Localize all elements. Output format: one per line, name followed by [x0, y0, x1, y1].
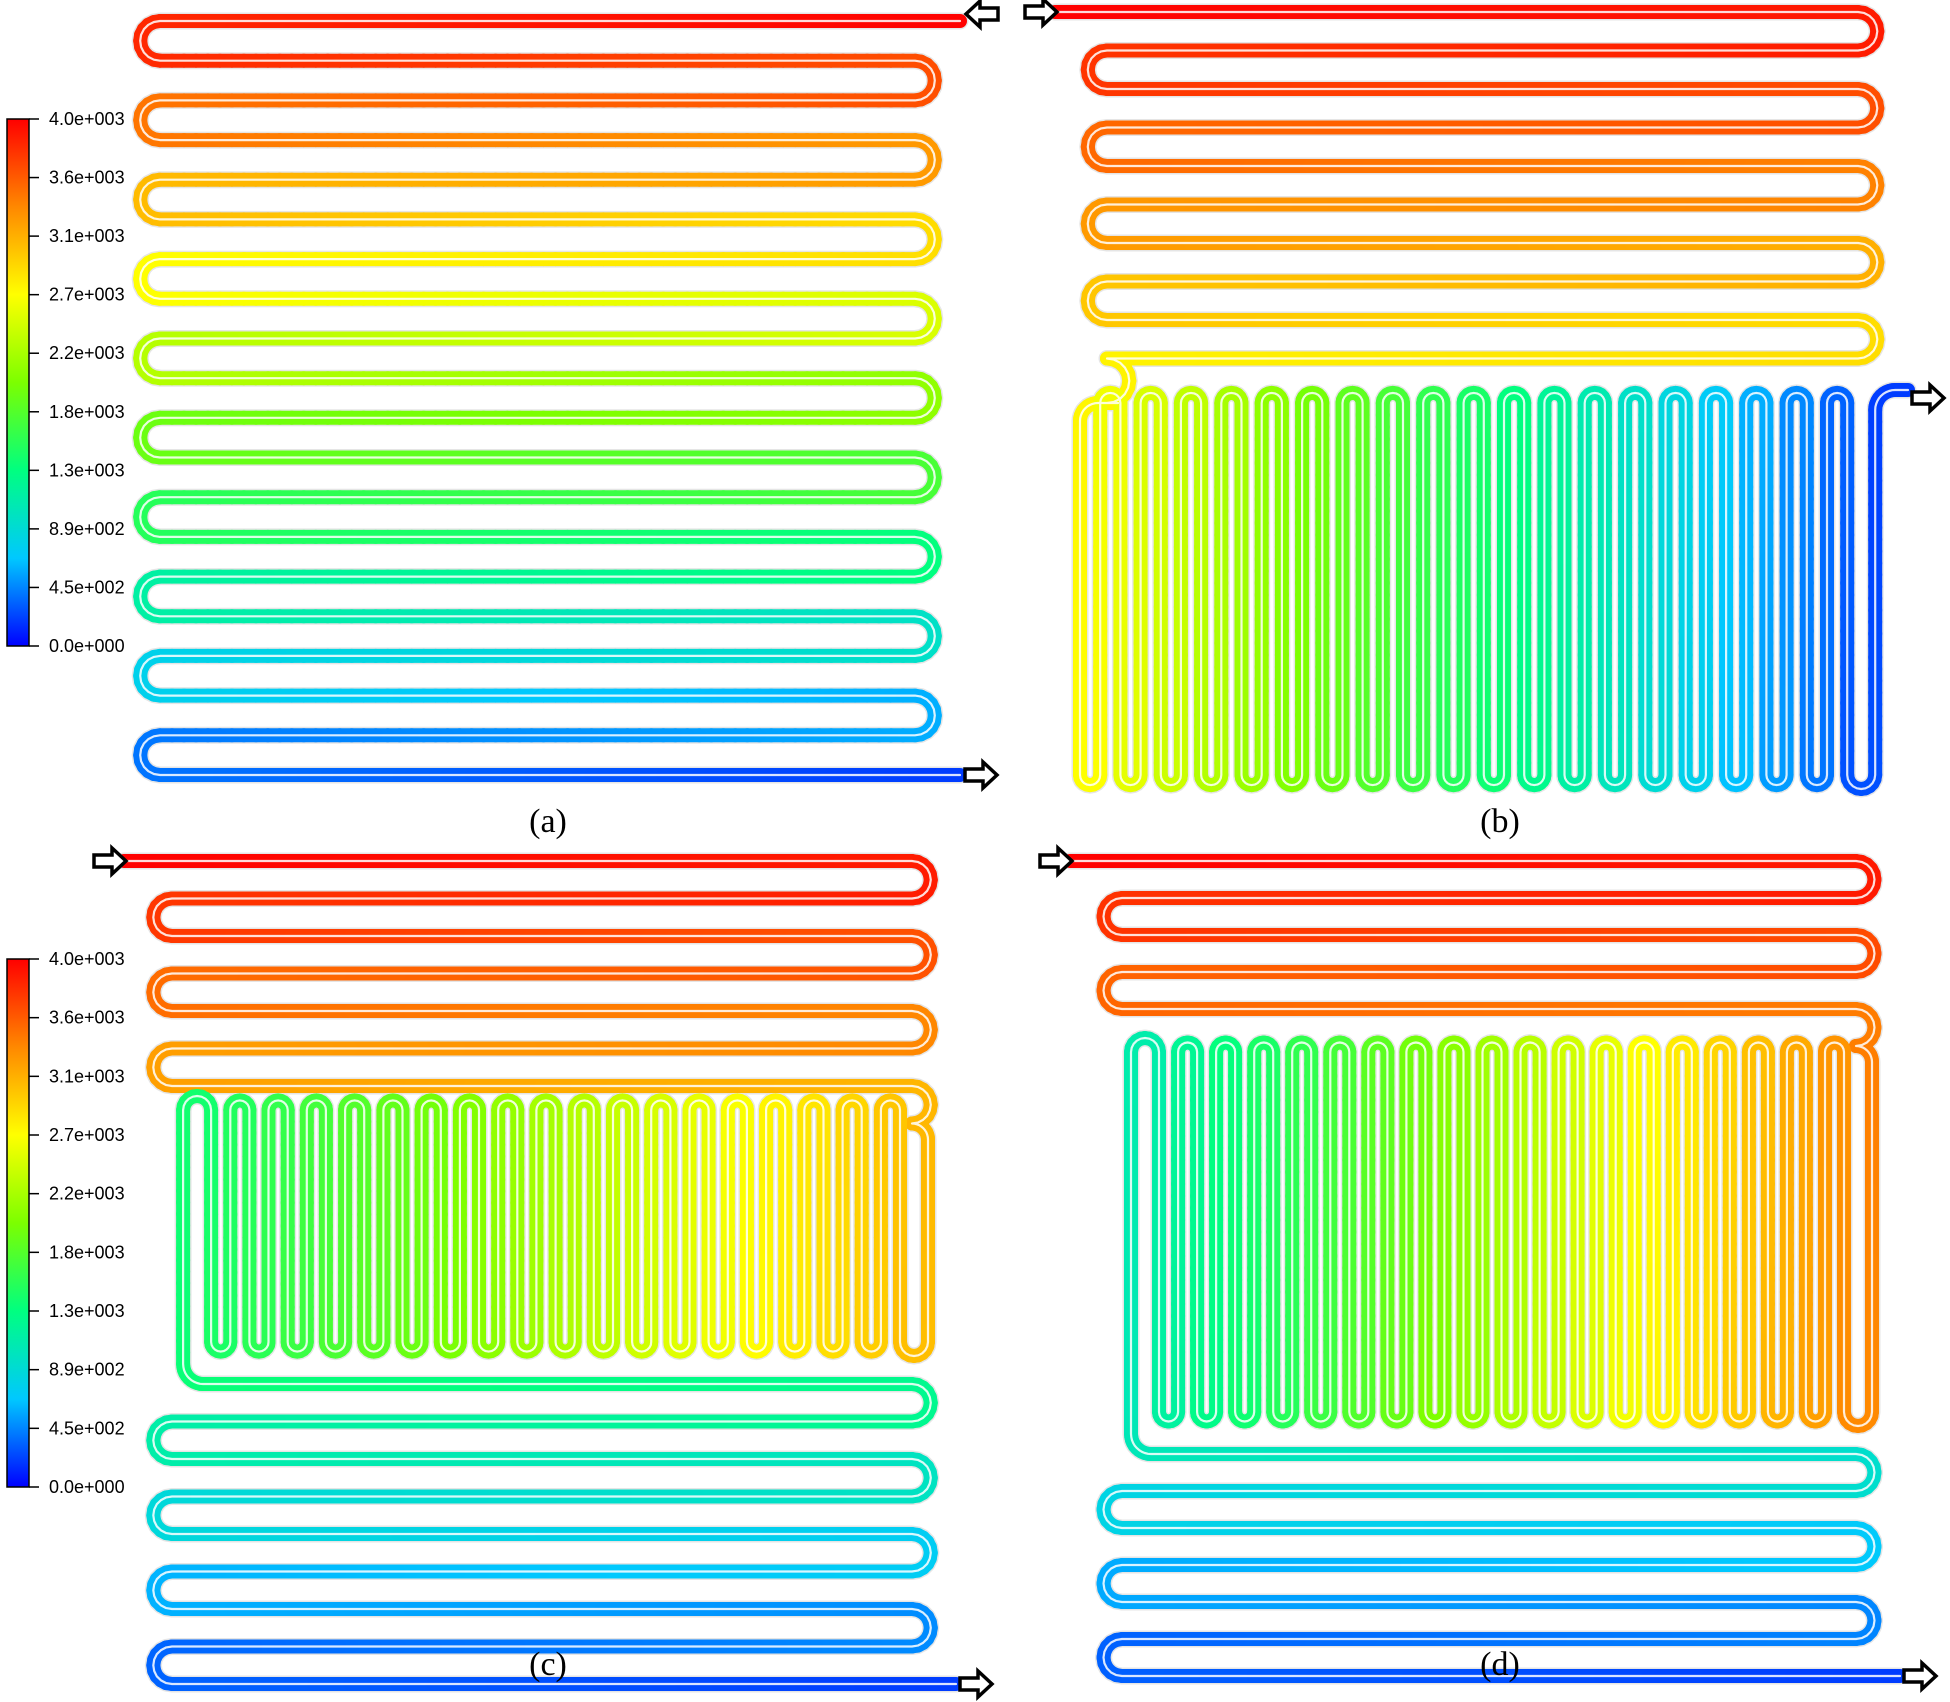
panel-b — [1023, 0, 1947, 798]
outline-arrow-icon — [963, 757, 1000, 793]
channel-highlight — [139, 19, 962, 777]
outline-arrow-icon — [1023, 0, 1060, 30]
channel-path — [115, 852, 965, 1693]
channel-path — [131, 12, 969, 784]
panel-c — [92, 843, 995, 1702]
channel-highlight — [1053, 10, 1910, 791]
outline-arrow-icon — [1910, 380, 1947, 416]
channel-path — [1046, 3, 1917, 798]
outline-arrow-icon — [963, 0, 1000, 32]
panel-a — [131, 0, 1000, 793]
